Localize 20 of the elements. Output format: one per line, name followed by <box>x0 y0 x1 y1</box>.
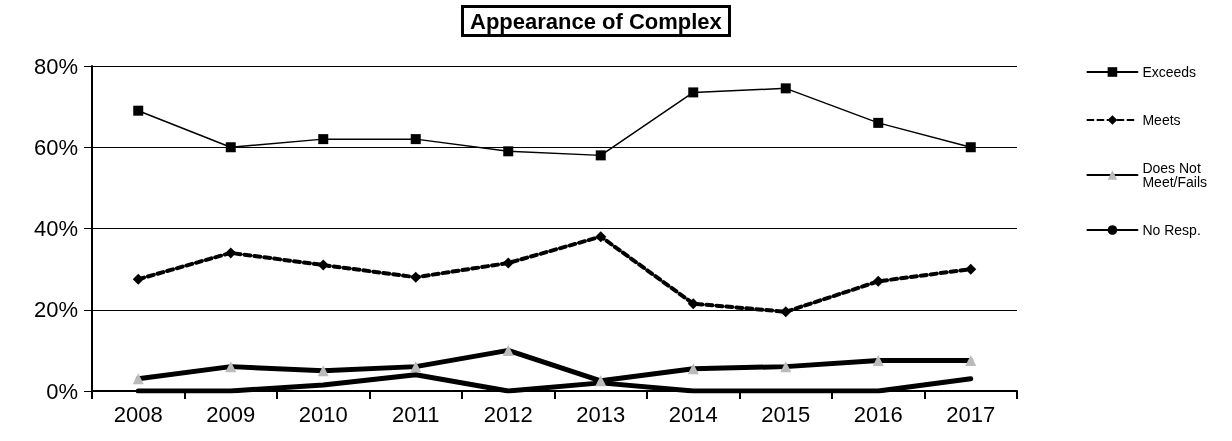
legend-label: Meets <box>1142 112 1181 128</box>
x-tick-label: 2016 <box>853 401 903 427</box>
x-tick-label: 2014 <box>668 401 718 427</box>
x-tick-label: 2008 <box>113 401 163 427</box>
x-tick-label: 2017 <box>946 401 996 427</box>
x-tick-label: 2013 <box>576 401 626 427</box>
legend-label: Does Not Meet/Fails <box>1142 160 1208 190</box>
legend-label: No Resp. <box>1142 222 1201 238</box>
y-tick-label: 80% <box>33 53 78 79</box>
x-tick-label: 2011 <box>392 401 440 427</box>
y-tick-label: 0% <box>46 378 78 404</box>
x-tick-label: 2015 <box>761 401 811 427</box>
y-tick-label: 20% <box>33 297 78 323</box>
legend-label: Exceeds <box>1142 64 1197 80</box>
x-tick-label: 2012 <box>483 401 533 427</box>
y-tick-label: 60% <box>33 134 78 160</box>
chart-title: Appearance of Complex <box>470 8 723 34</box>
x-tick-label: 2010 <box>298 401 348 427</box>
x-tick-label: 2009 <box>206 401 256 427</box>
y-tick-label: 40% <box>33 216 78 241</box>
